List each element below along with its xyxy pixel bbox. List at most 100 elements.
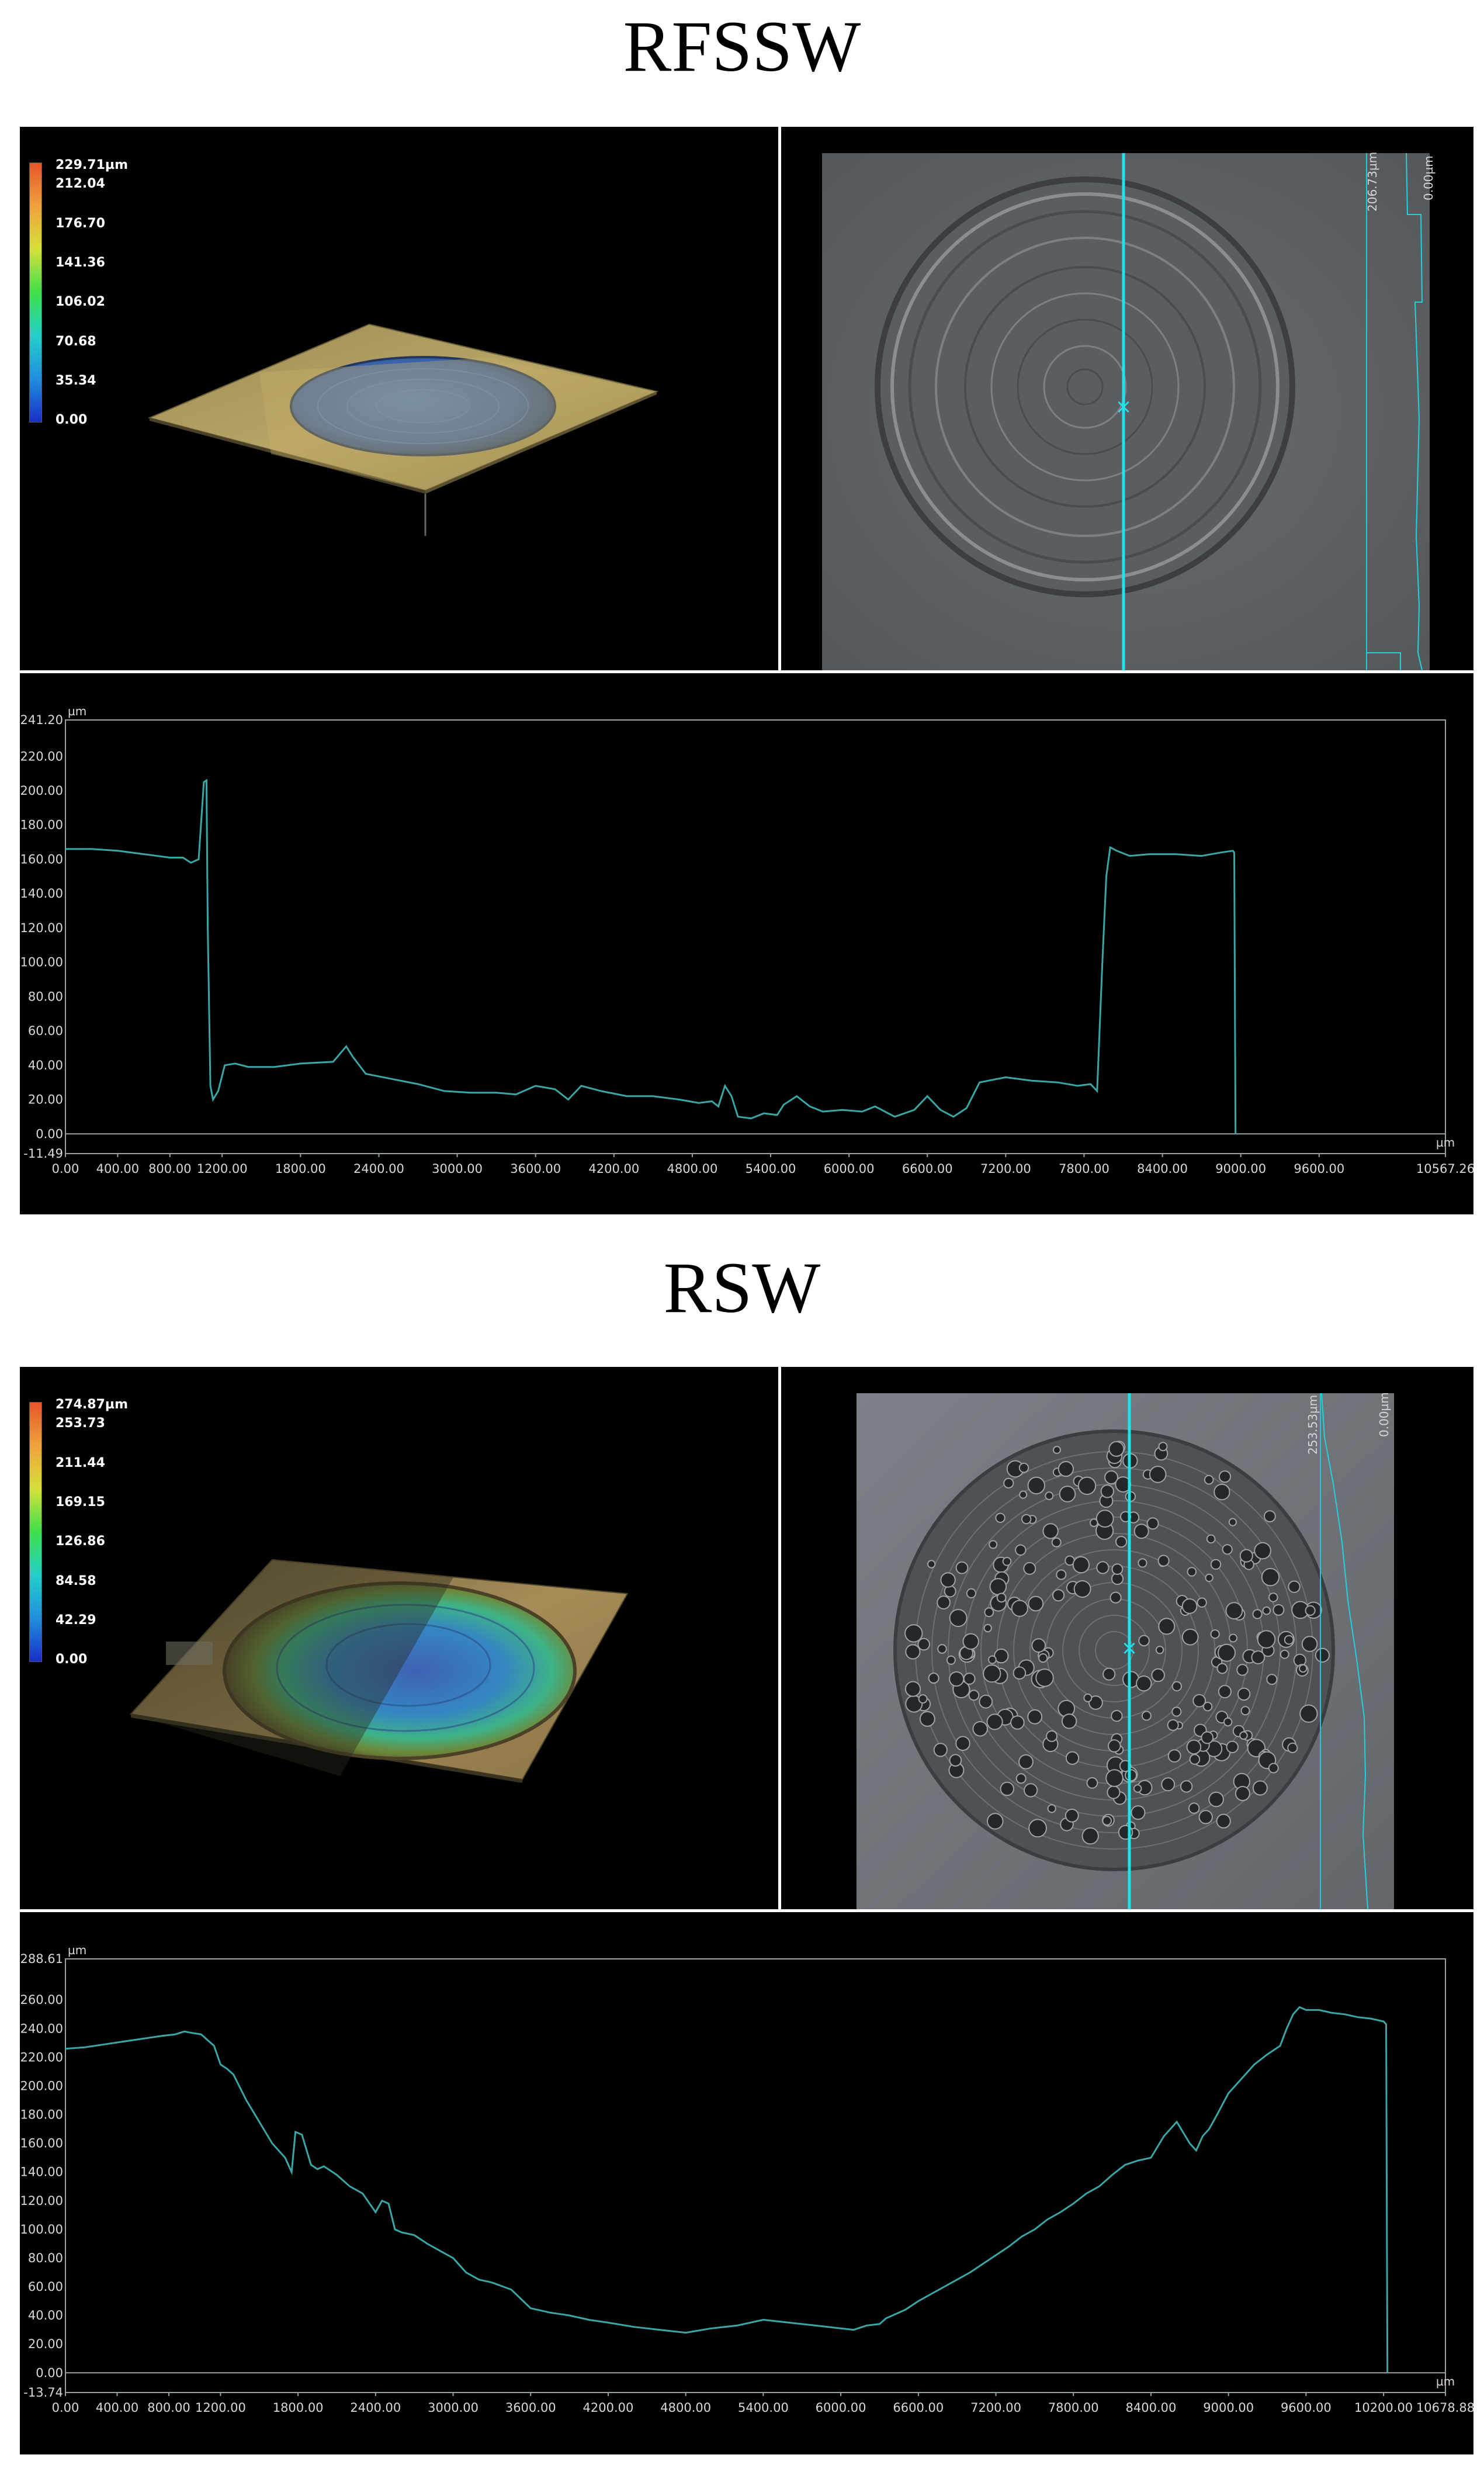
y-tick-label: 0.00	[36, 1127, 63, 1141]
y-tick-label: 241.20	[20, 713, 63, 727]
pore-mark	[1252, 1780, 1268, 1796]
pore-mark	[989, 1540, 998, 1549]
pore-mark	[1003, 1477, 1014, 1488]
y-tick-label: 220.00	[20, 2050, 63, 2064]
y-tick-label: 80.00	[28, 989, 63, 1003]
pore-mark	[1131, 1805, 1146, 1820]
pore-mark	[1096, 1561, 1109, 1574]
x-tick-label: 400.00	[96, 1162, 139, 1176]
pore-mark	[1090, 1518, 1098, 1528]
rfssw-3d-surface[interactable]	[20, 127, 778, 670]
pore-mark	[987, 1813, 1004, 1830]
y-unit-label: µm	[68, 1943, 86, 1957]
y-tick-label: 120.00	[20, 2194, 63, 2208]
pore-mark	[1208, 1791, 1224, 1808]
y-tick-label: 60.00	[28, 1024, 63, 1038]
x-tick-label: 9600.00	[1294, 1162, 1344, 1176]
y-unit-label: µm	[68, 704, 86, 718]
pore-mark	[1210, 1559, 1222, 1570]
pore-mark	[1047, 1804, 1056, 1813]
legend-max: 274.87µm	[56, 1397, 129, 1412]
pore-mark	[1181, 1598, 1198, 1614]
pore-mark	[1023, 1562, 1036, 1575]
pore-mark	[1273, 1604, 1285, 1616]
pore-mark	[966, 1588, 976, 1598]
legend-value: 70.68	[56, 334, 96, 349]
pore-mark	[968, 1689, 980, 1701]
pore-mark	[983, 1623, 992, 1633]
x-tick-label: 7200.00	[980, 1162, 1031, 1176]
y-tick-label: 240.00	[20, 2021, 63, 2035]
pore-mark	[1218, 1643, 1236, 1662]
pore-mark	[1018, 1462, 1029, 1473]
pore-mark	[1202, 1702, 1213, 1712]
x-tick-label: 7800.00	[1048, 2401, 1099, 2415]
x-tick-label: 1800.00	[273, 2401, 324, 2415]
rsw-profile-chart[interactable]: µm µm 288.61 260.00 240.00 220.00 200.00 180.00…	[20, 1912, 1473, 2454]
pore-mark	[1299, 1704, 1318, 1723]
y-tick-label: 180.00	[20, 818, 63, 832]
y-tick-label: 120.00	[20, 921, 63, 935]
pore-mark	[1181, 1628, 1199, 1646]
pore-mark	[1028, 1819, 1048, 1838]
pore-mark	[1108, 1739, 1121, 1753]
plot-frame	[65, 1958, 1446, 2393]
pore-mark	[949, 1609, 968, 1628]
legend-value: 35.34	[56, 373, 96, 388]
pore-mark	[1015, 1544, 1027, 1556]
y-tick-label: 160.00	[20, 852, 63, 866]
pore-mark	[1229, 1633, 1238, 1643]
legend-max: 229.71µm	[56, 158, 129, 172]
x-tick-label: 0.00	[52, 2401, 79, 2415]
y-tick-label: 80.00	[28, 2251, 63, 2265]
scale-max-label: 206.73µm	[1365, 151, 1379, 212]
pore-mark	[1228, 1518, 1237, 1526]
y-tick-label: 200.00	[20, 2079, 63, 2093]
x-tick-label: 1200.00	[197, 1162, 248, 1176]
pore-mark	[1149, 1466, 1167, 1483]
pore-mark	[1107, 1785, 1121, 1799]
pore-mark	[1108, 1441, 1125, 1457]
x-tick-label: 7200.00	[970, 2401, 1021, 2415]
x-tick-label: 2400.00	[350, 2401, 401, 2415]
y-tick-label: 40.00	[28, 2308, 63, 2322]
pore-mark	[1288, 1580, 1301, 1593]
pore-mark	[1225, 1602, 1243, 1620]
pore-mark	[1251, 1650, 1265, 1664]
rfssw-profile-chart[interactable]: µm µm 241.20 220.00 200.00 180.00 160.00 140.00…	[20, 673, 1473, 1214]
pore-mark	[1266, 1674, 1278, 1685]
rsw-profile-line	[65, 2006, 1389, 2373]
pore-mark	[1239, 1549, 1253, 1563]
pore-mark	[1053, 1446, 1061, 1455]
pore-mark	[1299, 1664, 1308, 1673]
pore-mark	[1237, 1687, 1251, 1701]
x-tick-label: 9600.00	[1281, 2401, 1332, 2415]
pore-mark	[994, 1648, 1009, 1664]
pore-mark	[949, 1671, 965, 1687]
x-tick-label: 400.00	[96, 2401, 138, 2415]
rsw-3d-surface[interactable]	[20, 1367, 778, 1909]
pore-mark	[1186, 1739, 1202, 1755]
y-tick-label: 20.00	[28, 2337, 63, 2351]
section-title-rsw: RSW	[663, 1248, 821, 1328]
rsw-profile-panel: µm µm 288.61 260.00 240.00 220.00 200.00 180.00…	[20, 1912, 1473, 2454]
pore-mark	[1254, 1542, 1271, 1560]
pore-mark	[1257, 1630, 1276, 1649]
pore-mark	[1189, 1754, 1201, 1765]
pore-mark	[1280, 1649, 1289, 1659]
svg-text:×: ×	[1121, 1636, 1138, 1660]
x-tick-label: 4200.00	[583, 2401, 634, 2415]
rsw-3d-view-panel: 274.87µm 253.73 211.44 169.15 126.86 84.…	[20, 1367, 778, 1909]
rfssw-top-view-image[interactable]: ×	[781, 127, 1473, 670]
legend-value: 126.86	[56, 1534, 105, 1549]
color-scale-bar	[29, 1402, 42, 1662]
x-tick-label: 3600.00	[505, 2401, 556, 2415]
x-tick-label: 4800.00	[667, 1162, 717, 1176]
x-tick-label: 8400.00	[1137, 1162, 1188, 1176]
pore-mark	[963, 1673, 976, 1685]
pore-mark	[1252, 1609, 1263, 1619]
pore-mark	[928, 1673, 939, 1684]
pore-mark	[1111, 1710, 1123, 1722]
pore-mark	[1155, 1646, 1164, 1654]
rsw-top-view-image[interactable]: ×	[781, 1367, 1473, 1909]
